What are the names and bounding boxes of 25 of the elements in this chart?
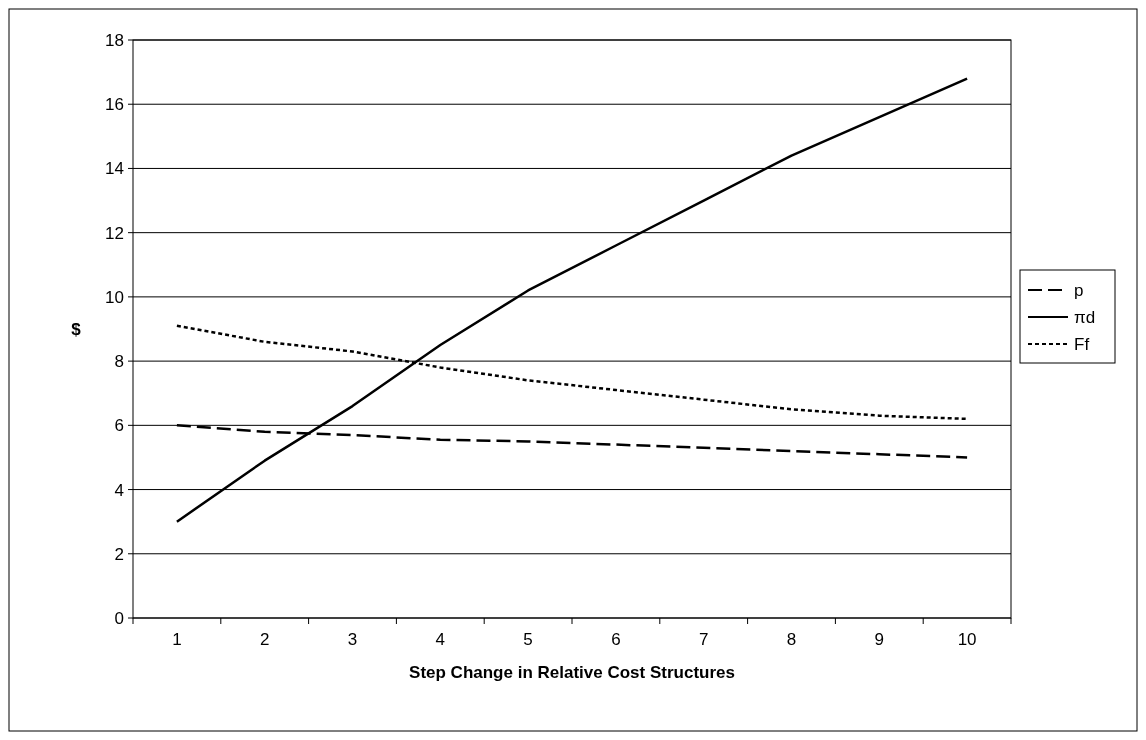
y-tick-label: 18 bbox=[105, 30, 124, 50]
y-tick-label: 8 bbox=[114, 352, 124, 372]
legend-label: πd bbox=[1074, 307, 1096, 327]
x-tick-label: 5 bbox=[523, 630, 533, 649]
y-tick-label: 16 bbox=[105, 95, 124, 115]
y-tick-label: 6 bbox=[114, 416, 124, 436]
x-tick-label: 6 bbox=[611, 630, 621, 649]
y-tick-label: 14 bbox=[105, 159, 124, 179]
y-tick-label: 12 bbox=[105, 223, 124, 243]
x-tick-label: 9 bbox=[874, 630, 885, 649]
x-tick-label: 1 bbox=[172, 630, 182, 649]
x-tick-label: 8 bbox=[786, 630, 797, 649]
y-axis-title: $ bbox=[71, 319, 82, 339]
y-tick-label: 4 bbox=[114, 480, 124, 500]
x-tick-label: 7 bbox=[698, 630, 709, 649]
legend-label: Ff bbox=[1074, 334, 1090, 354]
y-tick-label: 10 bbox=[105, 287, 124, 307]
y-tick-label: 2 bbox=[114, 544, 124, 564]
x-tick-label: 3 bbox=[347, 630, 358, 649]
x-tick-label: 2 bbox=[259, 630, 270, 649]
y-tick-label: 0 bbox=[114, 608, 124, 628]
x-tick-label: 4 bbox=[435, 630, 446, 649]
x-axis-title: Step Change in Relative Cost Structures bbox=[409, 663, 735, 682]
legend-label: p bbox=[1074, 280, 1084, 300]
x-tick-label: 10 bbox=[957, 630, 977, 649]
